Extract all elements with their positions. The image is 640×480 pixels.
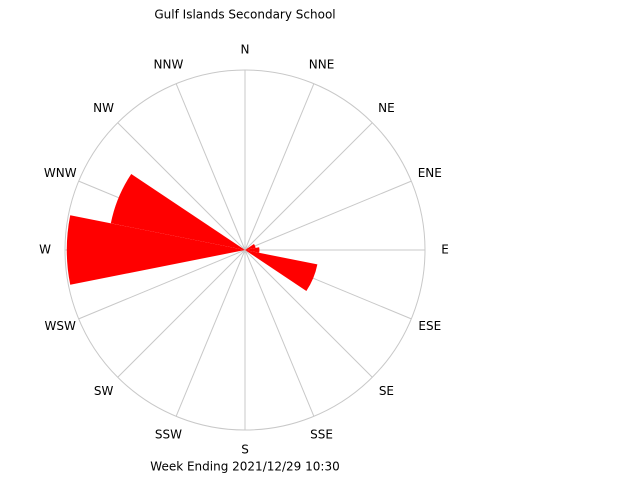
direction-label: N (241, 43, 250, 57)
spoke (117, 249, 246, 378)
spoke (175, 249, 246, 417)
chart-subtitle: Week Ending 2021/12/29 10:30 (150, 460, 339, 474)
direction-label: NE (378, 101, 395, 115)
spoke (244, 249, 373, 378)
direction-label: WSW (45, 319, 76, 333)
direction-label: NNW (154, 58, 184, 72)
spoke (175, 83, 246, 251)
direction-label: W (39, 243, 51, 257)
wedge (110, 173, 245, 250)
wedge (66, 215, 245, 285)
direction-label: NNE (309, 58, 335, 72)
direction-label: ESE (418, 319, 441, 333)
spoke (244, 122, 373, 251)
chart-title: Gulf Islands Secondary School (154, 8, 335, 22)
direction-label: SSE (310, 427, 333, 441)
spoke (117, 122, 246, 251)
spoke (78, 249, 246, 320)
direction-label: ENE (418, 166, 442, 180)
direction-label: WNW (44, 166, 77, 180)
wedge (245, 250, 318, 292)
direction-label: SSW (155, 427, 182, 441)
spoke (244, 249, 315, 417)
spoke (244, 180, 412, 251)
direction-label: S (241, 443, 249, 457)
direction-label: NW (93, 101, 114, 115)
wedge (245, 247, 260, 253)
direction-label: E (441, 243, 449, 257)
spoke (244, 83, 315, 251)
direction-label: SW (94, 384, 114, 398)
wedge (245, 243, 256, 250)
direction-label: SE (379, 384, 394, 398)
